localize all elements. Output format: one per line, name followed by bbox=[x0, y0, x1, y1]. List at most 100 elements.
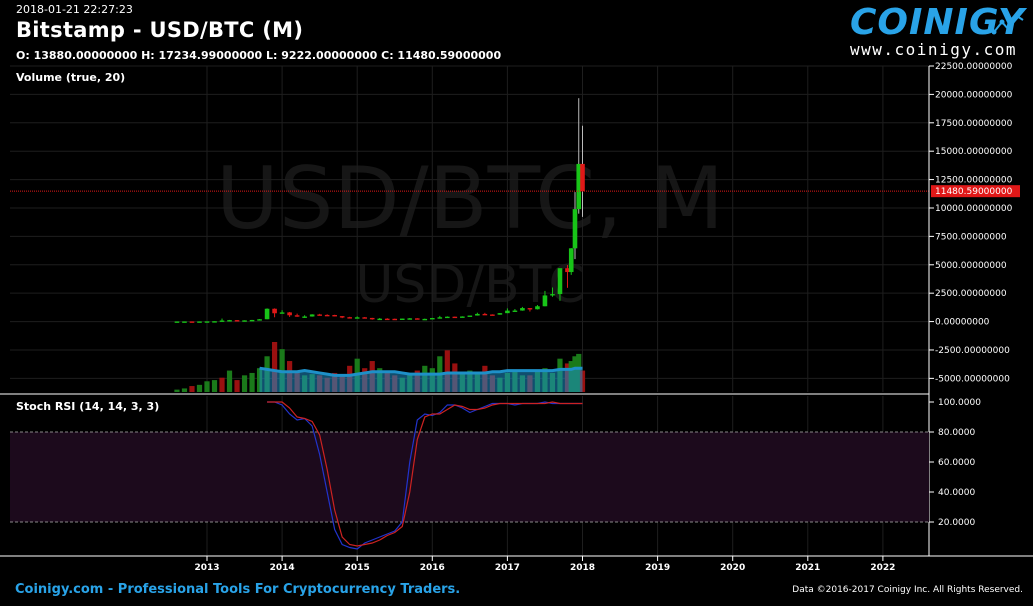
watermark-symbol: USD/BTC, M bbox=[216, 149, 724, 249]
candle-body bbox=[565, 268, 570, 273]
volume-bar bbox=[204, 381, 210, 392]
y-tick-label: 7500.00000000 bbox=[935, 232, 1007, 242]
logo-chart-icon bbox=[992, 13, 1024, 35]
last-price-tag bbox=[931, 185, 1020, 198]
volume-bar bbox=[211, 380, 218, 392]
candle-body bbox=[347, 317, 352, 319]
volume-bar bbox=[249, 372, 255, 392]
candle-body bbox=[505, 310, 510, 314]
candle-body bbox=[475, 313, 480, 316]
candle-body bbox=[234, 320, 240, 322]
y-tick-label: -2500.00000000 bbox=[935, 346, 1010, 356]
y-tick-label: 22500.00000000 bbox=[935, 62, 1013, 72]
volume-bar bbox=[444, 350, 450, 392]
candle-body bbox=[467, 315, 473, 317]
stoch-rsi-title: Stoch RSI (14, 14, 3, 3) bbox=[16, 400, 159, 413]
x-tick-label: 2020 bbox=[720, 563, 745, 573]
x-tick-label: 2022 bbox=[870, 563, 895, 573]
candle-body bbox=[527, 308, 533, 310]
x-tick-label: 2013 bbox=[194, 563, 219, 573]
candle-body bbox=[580, 163, 585, 192]
candle-body bbox=[279, 312, 285, 314]
rsi-band bbox=[10, 432, 929, 522]
x-tick-label: 2017 bbox=[495, 563, 520, 573]
candle-body bbox=[437, 317, 443, 319]
candle-body bbox=[407, 318, 413, 320]
rsi-y-tick-label: 20.0000 bbox=[938, 518, 975, 528]
candle-body bbox=[557, 268, 563, 295]
candle-body bbox=[445, 316, 450, 319]
candle-body bbox=[568, 248, 574, 273]
volume-bar bbox=[189, 386, 195, 392]
candle-body bbox=[392, 318, 398, 321]
candle-body bbox=[369, 317, 375, 320]
y-tick-label: -5000.00000000 bbox=[935, 374, 1010, 384]
candle-body bbox=[182, 321, 187, 323]
footer-tagline[interactable]: Coinigy.com - Professional Tools For Cry… bbox=[15, 582, 461, 597]
x-tick-label: 2015 bbox=[345, 563, 370, 573]
candle-body bbox=[452, 316, 458, 319]
volume-indicator-title: Volume (true, 20) bbox=[16, 71, 125, 84]
candle-body bbox=[249, 319, 255, 322]
candle-body bbox=[520, 308, 525, 311]
x-tick-label: 2021 bbox=[795, 563, 820, 573]
volume-bar bbox=[226, 370, 233, 392]
candle-body bbox=[174, 321, 180, 323]
candle-body bbox=[482, 313, 488, 316]
candle-body bbox=[197, 321, 202, 323]
candle-body bbox=[189, 321, 195, 323]
x-tick-label: 2016 bbox=[420, 563, 445, 573]
candle-body bbox=[384, 318, 390, 321]
rsi-y-tick-label: 80.0000 bbox=[938, 428, 975, 438]
candle-body bbox=[324, 314, 330, 317]
volume-ma-area bbox=[259, 368, 583, 392]
candle-body bbox=[302, 316, 307, 318]
candle-body bbox=[339, 316, 345, 318]
candle-body bbox=[317, 314, 322, 316]
coinigy-logo[interactable]: COINIGY www.coinigy.com bbox=[850, 2, 1026, 59]
candle-body bbox=[294, 315, 300, 317]
candle-body bbox=[497, 313, 503, 315]
timestamp: 2018-01-21 22:27:23 bbox=[16, 3, 133, 16]
candle-body bbox=[512, 310, 518, 312]
x-tick-label: 2014 bbox=[270, 563, 295, 573]
candle-body bbox=[309, 314, 315, 317]
y-tick-label: 17500.00000000 bbox=[935, 119, 1013, 129]
candle-body bbox=[272, 308, 277, 314]
y-tick-label: 10000.00000000 bbox=[935, 204, 1013, 214]
candle-body bbox=[550, 294, 555, 296]
candle-body bbox=[490, 314, 495, 316]
volume-bar bbox=[196, 384, 203, 392]
candle-body bbox=[414, 318, 420, 320]
candle-body bbox=[219, 320, 225, 322]
rsi-y-tick-label: 100.0000 bbox=[938, 398, 981, 408]
candle-body bbox=[460, 316, 465, 318]
candle-body bbox=[542, 295, 548, 307]
candle-body bbox=[264, 308, 270, 320]
volume-bar bbox=[271, 342, 278, 392]
y-tick-label: 5000.00000000 bbox=[935, 261, 1007, 271]
candle-body bbox=[576, 163, 582, 210]
candle-body bbox=[535, 306, 540, 310]
x-tick-label: 2018 bbox=[570, 563, 595, 573]
candle-body bbox=[422, 318, 428, 321]
volume-bar bbox=[181, 388, 188, 392]
candle-body bbox=[572, 209, 578, 249]
logo-wordmark: COINIGY bbox=[850, 2, 1026, 43]
y-tick-label: 12500.00000000 bbox=[935, 176, 1013, 186]
volume-bar bbox=[234, 380, 240, 392]
volume-bar bbox=[174, 389, 180, 392]
candle-body bbox=[257, 319, 262, 321]
ohlc-readout: O: 13880.00000000 H: 17234.99000000 L: 9… bbox=[16, 49, 502, 62]
candle-body bbox=[399, 318, 405, 320]
candle-body bbox=[332, 315, 337, 317]
candle-body bbox=[430, 318, 435, 320]
chart-title: Bitstamp - USD/BTC (M) bbox=[16, 18, 304, 42]
candle-body bbox=[204, 321, 210, 323]
y-tick-label: 0.00000000 bbox=[935, 318, 990, 328]
candle-body bbox=[354, 317, 360, 319]
watermark-symbol-small: USD/BTC bbox=[355, 255, 584, 315]
y-tick-label: 2500.00000000 bbox=[935, 289, 1007, 299]
